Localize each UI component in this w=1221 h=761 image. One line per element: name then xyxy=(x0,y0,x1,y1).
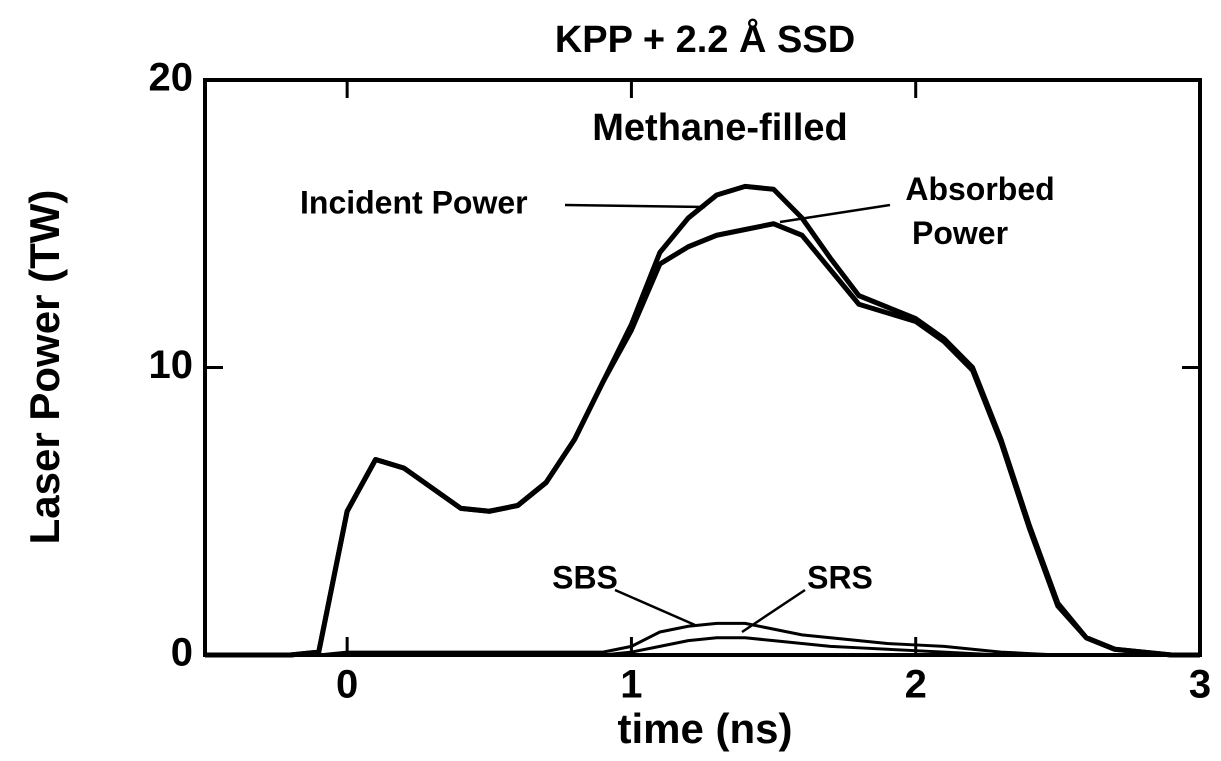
y-tick-label: 10 xyxy=(149,343,194,387)
series-label: Incident Power xyxy=(300,184,528,220)
series-label: SBS xyxy=(552,559,618,595)
leader-line xyxy=(614,588,696,627)
annotation: Methane-filled xyxy=(592,107,847,149)
series-label: SRS xyxy=(807,559,873,595)
y-tick-label: 20 xyxy=(149,56,194,100)
y-tick-label: 0 xyxy=(171,631,193,675)
series-label: Absorbed Power xyxy=(905,171,1054,251)
plot-frame xyxy=(203,78,1202,657)
x-tick-label: 0 xyxy=(336,663,358,707)
line xyxy=(205,636,1200,657)
x-axis-label: time (ns) xyxy=(617,705,792,752)
leader-line xyxy=(564,203,706,209)
x-tick-label: 1 xyxy=(620,663,642,707)
x-tick-label: 3 xyxy=(1189,663,1211,707)
leader-line xyxy=(779,203,891,224)
x-tick-label: 2 xyxy=(905,663,927,707)
y-axis-label: Laser Power (TW) xyxy=(21,190,68,545)
line xyxy=(205,221,1200,658)
chart-title: KPP + 2.2 Å SSD xyxy=(555,17,855,61)
